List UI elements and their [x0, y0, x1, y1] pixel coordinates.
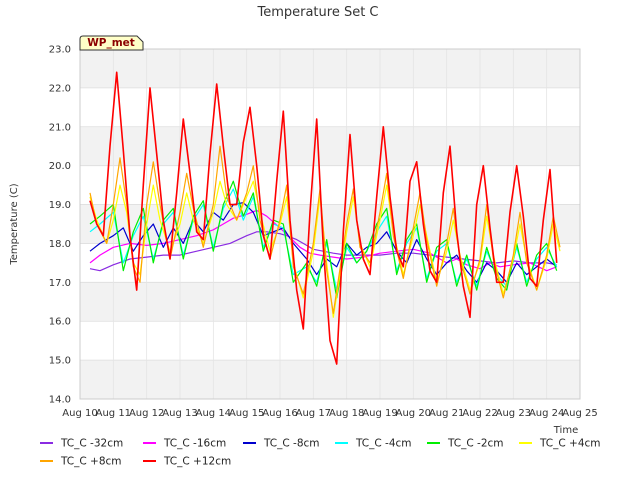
background-band [80, 204, 580, 244]
x-tick-label: Aug 21 [429, 408, 464, 419]
series-lines [89, 71, 561, 365]
legend-item: TC_C +8cm [40, 456, 122, 468]
x-tick-label: Aug 15 [229, 408, 264, 419]
y-tick-label: 19.0 [49, 200, 71, 211]
x-tick-label: Aug 16 [262, 408, 297, 419]
x-tick-label: Aug 13 [162, 408, 197, 419]
wp-met-badge: WP_met [79, 35, 144, 51]
y-tick-label: 20.0 [49, 161, 71, 172]
plot-frame [79, 48, 581, 400]
background-band [80, 126, 580, 166]
legend-item: TC_C -4cm [335, 438, 412, 450]
y-axis-label: Temperature (C) [9, 183, 20, 265]
y-tick-label: 18.0 [49, 239, 71, 250]
series-line-tc-c-12cm [89, 71, 558, 365]
plot-bands [80, 49, 580, 399]
y-tick-label: 14.0 [49, 395, 71, 406]
legend-label: TC_C -32cm [60, 438, 123, 450]
x-tick-label: Aug 20 [396, 408, 431, 419]
y-tick-label: 21.0 [49, 122, 71, 133]
x-tick-label: Aug 22 [462, 408, 497, 419]
x-tick-label: Aug 10 [62, 408, 97, 419]
x-tick-label: Aug 18 [329, 408, 364, 419]
series-line-tc-c-32cm [89, 231, 557, 272]
series-line-tc-c-2cm [89, 180, 558, 299]
background-band [80, 87, 580, 127]
x-tick-label: Aug 14 [196, 408, 231, 419]
legend-label: TC_C +8cm [60, 456, 122, 468]
background-band [80, 49, 580, 88]
legend-item: TC_C -2cm [427, 438, 504, 450]
legend-item: TC_C +12cm [143, 456, 231, 468]
background-band [80, 360, 580, 399]
y-tick-label: 15.0 [49, 356, 71, 367]
legend: TC_C -32cm TC_C -16cm TC_C -8cm TC_C -4cm TC… [40, 438, 601, 468]
legend-item: TC_C -32cm [40, 438, 123, 450]
x-tick-label: Aug 23 [496, 408, 531, 419]
legend-label: TC_C -16cm [163, 438, 226, 450]
x-tick-label: Aug 12 [129, 408, 164, 419]
legend-label: TC_C -8cm [263, 438, 320, 450]
legend-label: TC_C -2cm [447, 438, 504, 450]
legend-item: TC_C -16cm [143, 438, 226, 450]
x-tick-label: Aug 11 [96, 408, 131, 419]
y-tick-label: 22.0 [49, 83, 71, 94]
x-tick-label: Aug 24 [529, 408, 564, 419]
background-band [80, 165, 580, 205]
x-tick-label: Aug 19 [362, 408, 397, 419]
legend-item: TC_C -8cm [243, 438, 320, 450]
legend-label: TC_C -4cm [355, 438, 412, 450]
legend-label: TC_C +4cm [539, 438, 601, 450]
legend-label: TC_C +12cm [163, 456, 231, 468]
legend-item: TC_C +4cm [519, 438, 601, 450]
y-tick-label: 16.0 [49, 317, 71, 328]
y-tick-label: 23.0 [49, 45, 71, 56]
x-tick-label: Aug 25 [562, 408, 597, 419]
y-axis-ticks: 14.0 15.0 16.0 17.0 18.0 19.0 20.0 21.0 22.0 23.0 [49, 45, 71, 406]
x-axis-label: Time [553, 425, 578, 436]
y-tick-label: 17.0 [49, 278, 71, 289]
x-tick-label: Aug 17 [296, 408, 331, 419]
wp-met-badge-text: WP_met [87, 37, 135, 49]
chart-title: Temperature Set C [256, 5, 378, 20]
